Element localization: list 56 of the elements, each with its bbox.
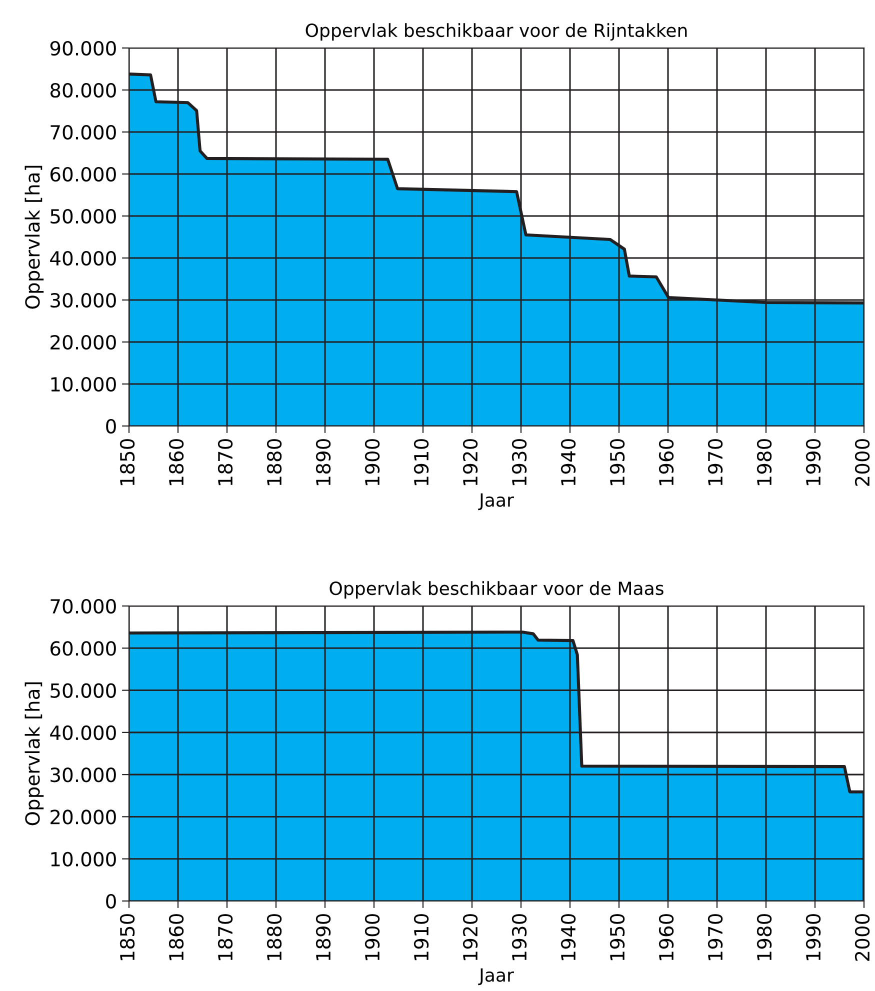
x-tick-label: 1910 xyxy=(414,439,429,486)
chart-title: Oppervlak beschikbaar voor de Rijntakken xyxy=(306,23,687,41)
x-tick-label: 1990 xyxy=(806,914,821,960)
y-tick-label: 30.000 xyxy=(50,768,116,782)
y-tick-label: 90.000 xyxy=(50,40,116,56)
x-tick-label: 1930 xyxy=(512,914,527,960)
x-tick-label: 1970 xyxy=(708,914,723,960)
x-tick-label: 1860 xyxy=(168,914,184,960)
x-tick-label: 1990 xyxy=(806,439,821,486)
x-tick-label: 1920 xyxy=(462,439,478,486)
y-axis-title: Oppervlak [ha] xyxy=(24,682,44,826)
x-axis-title: Jaar xyxy=(478,493,514,510)
x-tick-label: 1930 xyxy=(512,439,527,486)
y-tick-label: 60.000 xyxy=(50,166,116,182)
x-tick-label: 1870 xyxy=(218,439,233,486)
y-tick-label: 0 xyxy=(106,418,116,434)
chart-title: Oppervlak beschikbaar voor de Maas xyxy=(330,581,664,599)
x-tick-label: 1910 xyxy=(414,914,429,960)
x-tick-label: 1890 xyxy=(316,439,331,486)
y-tick-label: 10.000 xyxy=(51,376,116,392)
x-tick-label: 1960 xyxy=(658,914,674,960)
y-tick-label: 10.000 xyxy=(51,852,116,867)
y-axis-title: Oppervlak [ha] xyxy=(24,166,44,309)
y-tick-label: 60.000 xyxy=(50,641,116,656)
x-axis-title: Jaar xyxy=(478,968,514,986)
x-tick-label: 1970 xyxy=(708,439,723,486)
y-tick-label: 50.000 xyxy=(50,683,116,698)
y-tick-label: 0 xyxy=(106,894,116,909)
x-tick-label: 1880 xyxy=(266,914,282,960)
y-tick-label: 70.000 xyxy=(50,124,116,140)
x-tick-label: 1980 xyxy=(756,914,772,960)
y-tick-label: 40.000 xyxy=(50,250,116,266)
x-tick-label: 1920 xyxy=(462,914,478,960)
x-tick-label: 1950 xyxy=(610,914,625,960)
x-tick-label: 1900 xyxy=(364,439,380,486)
y-tick-label: 80.000 xyxy=(50,82,116,98)
x-tick-label: 1860 xyxy=(168,439,184,486)
x-tick-label: 1890 xyxy=(316,914,331,960)
x-tick-label: 1850 xyxy=(120,439,135,486)
x-tick-label: 1950 xyxy=(610,439,625,486)
x-tick-label: 1850 xyxy=(120,914,135,960)
x-tick-label: 1880 xyxy=(266,439,282,486)
x-tick-label: 1940 xyxy=(560,439,576,486)
x-tick-label: 1870 xyxy=(218,914,233,960)
y-tick-label: 70.000 xyxy=(50,598,116,614)
x-tick-label: 1900 xyxy=(364,914,380,960)
y-tick-label: 20.000 xyxy=(50,334,116,350)
x-tick-label: 1940 xyxy=(560,914,576,960)
x-tick-label: 2000 xyxy=(854,439,870,486)
x-tick-label: 1980 xyxy=(756,439,772,486)
x-tick-label: 1960 xyxy=(658,439,674,486)
x-tick-label: 2000 xyxy=(854,914,870,961)
y-tick-label: 20.000 xyxy=(50,810,116,824)
y-tick-label: 30.000 xyxy=(50,292,116,308)
y-tick-label: 50.000 xyxy=(50,208,116,224)
y-tick-label: 40.000 xyxy=(50,725,116,740)
